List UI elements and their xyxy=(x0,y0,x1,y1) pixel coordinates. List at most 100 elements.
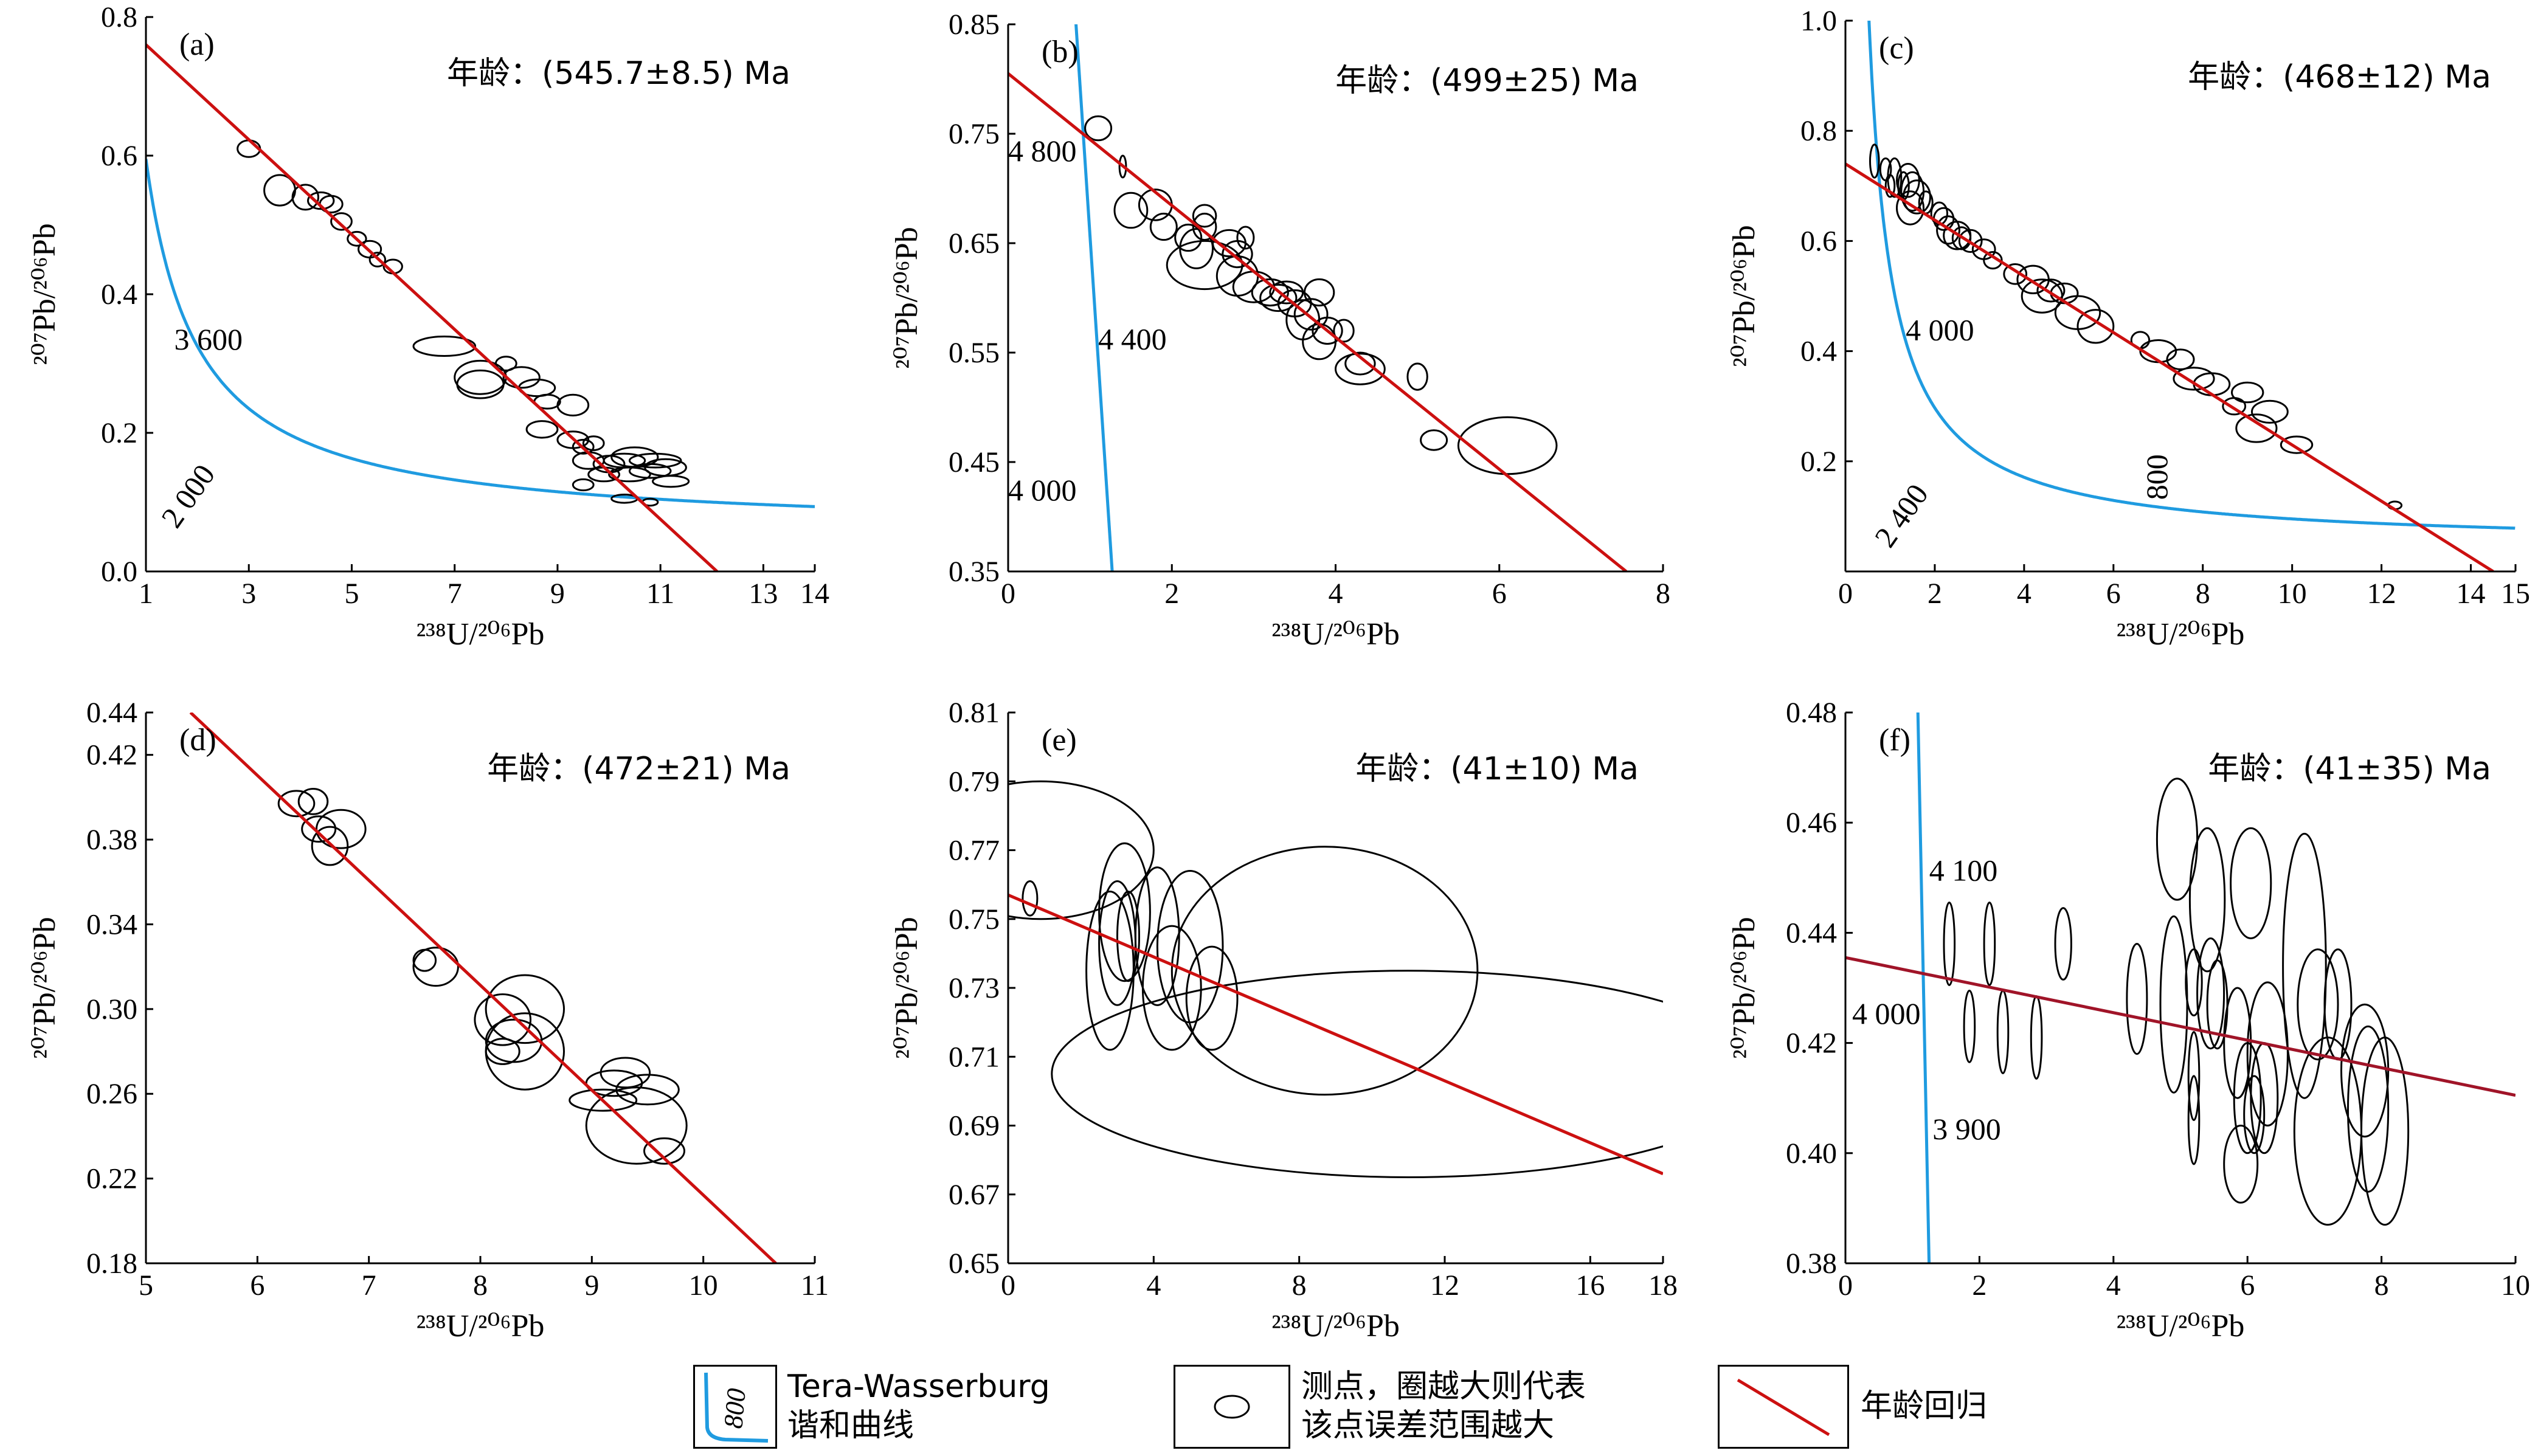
x-axis-title: ²³⁸U/²⁰⁶Pb xyxy=(417,617,545,652)
y-tick-label: 0.48 xyxy=(1786,697,1837,729)
concordia-age-label: 4 000 xyxy=(1906,312,1974,347)
data-point-ellipse xyxy=(556,393,590,417)
data-point-ellipse xyxy=(2076,309,2115,344)
data-point-ellipse xyxy=(1008,780,1155,920)
x-axis-title: ²³⁸U/²⁰⁶Pb xyxy=(2117,617,2245,652)
x-tick-label: 12 xyxy=(1430,1269,1459,1302)
concordia-age-label: 3 900 xyxy=(1932,1112,2001,1146)
concordia-age-label: 4 000 xyxy=(1008,473,1077,507)
data-point-ellipse xyxy=(1335,353,1386,385)
x-tick-label: 8 xyxy=(473,1269,488,1302)
x-tick-label: 6 xyxy=(1492,578,1507,610)
chart-panel-e: 0 4 8 12 16 18 0.65 0.67 0.69 0.71 0.73 0.75 0.77 0.7… xyxy=(890,697,1678,1344)
x-tick-label: 0 xyxy=(1001,578,1015,610)
plot-area xyxy=(1008,24,1627,571)
x-tick-label: 14 xyxy=(2457,578,2486,610)
data-point-ellipse xyxy=(454,359,507,395)
regression-line xyxy=(146,43,718,571)
y-tick-label: 0.42 xyxy=(1786,1027,1837,1060)
data-point-ellipse xyxy=(1958,229,1983,253)
chart-panel-f: 0 2 4 6 8 10 0.38 0.40 0.42 0.44 0.46 0.48 ²³⁸U/²⁰⁶P… xyxy=(1727,697,2530,1344)
data-point-ellipse xyxy=(494,356,517,371)
x-tick-label: 8 xyxy=(2374,1269,2389,1302)
x-tick-label: 14 xyxy=(800,578,829,610)
data-point-ellipse xyxy=(628,452,682,469)
y-tick-label: 0.75 xyxy=(949,118,1000,150)
data-point-ellipse xyxy=(2223,987,2252,1099)
y-tick-label: 0.69 xyxy=(949,1110,1000,1142)
data-point-ellipse xyxy=(1051,970,1663,1178)
concordia-curve xyxy=(146,159,815,508)
x-tick-label: 7 xyxy=(362,1269,376,1302)
chart-panel-a: 1 3 5 7 9 11 13 140.00.20.40.60.8²³⁸U/²⁰⁶Pb²⁰⁷P… xyxy=(27,1,829,652)
data-point-ellipse xyxy=(582,435,605,451)
plot-area xyxy=(1845,21,2516,571)
legend-regression-label: 年龄回归 xyxy=(1861,1388,1988,1424)
x-tick-label: 6 xyxy=(2240,1269,2255,1302)
panel-label: (b) xyxy=(1042,35,1079,69)
legend-points-label-2: 该点误差范围越大 xyxy=(1301,1407,1555,1444)
concordia-age-label: 800 xyxy=(2140,454,2174,500)
data-point-ellipse xyxy=(1179,228,1214,269)
data-point-ellipse xyxy=(2187,1075,2201,1165)
x-tick-label: 2 xyxy=(1928,578,1942,610)
data-point-ellipse xyxy=(2235,413,2278,443)
y-tick-label: 0.40 xyxy=(1786,1137,1837,1170)
regression-line xyxy=(189,712,777,1263)
panel-label: (d) xyxy=(179,723,216,757)
data-point-ellipse xyxy=(412,948,437,972)
data-point-ellipse xyxy=(1996,990,2010,1074)
data-point-ellipse xyxy=(587,466,620,483)
data-point-ellipse xyxy=(2222,397,2247,416)
data-point-ellipse xyxy=(412,947,459,987)
data-point-ellipse xyxy=(311,826,349,866)
y-tick-label: 0.45 xyxy=(949,446,1000,478)
x-tick-label: 9 xyxy=(584,1269,599,1302)
y-axis-title: ²⁰⁷Pb/²⁰⁶Pb xyxy=(890,917,924,1058)
data-point-ellipse xyxy=(2054,907,2072,981)
legend-concordia-sample-label: 800 xyxy=(718,1387,752,1430)
data-point-ellipse xyxy=(1166,240,1243,291)
y-tick-label: 0.26 xyxy=(86,1078,137,1110)
data-point-ellipse xyxy=(1406,362,1428,391)
data-point-ellipse xyxy=(1963,990,1976,1063)
y-tick-label: 0.2 xyxy=(101,417,137,449)
x-tick-label: 4 xyxy=(2106,1269,2121,1302)
data-point-ellipse xyxy=(2126,943,2148,1055)
legend-regression-icon xyxy=(1737,1378,1830,1437)
legend-points-sample-box xyxy=(1174,1365,1290,1449)
data-point-ellipse xyxy=(368,252,386,267)
data-point-ellipse xyxy=(502,366,541,389)
y-tick-label: 0.38 xyxy=(1786,1247,1837,1280)
data-point-ellipse xyxy=(1170,846,1479,1096)
data-point-ellipse xyxy=(628,463,672,479)
regression-line xyxy=(1008,893,1663,1176)
data-point-ellipse xyxy=(2243,1075,2266,1154)
y-tick-label: 0.81 xyxy=(949,697,1000,729)
data-point-ellipse xyxy=(1259,283,1298,312)
x-tick-label: 10 xyxy=(2501,1269,2530,1302)
legend-concordia-sample-box: 800 xyxy=(693,1365,777,1449)
x-tick-label: 1 xyxy=(139,578,153,610)
data-point-ellipse xyxy=(2223,1125,2259,1204)
x-tick-label: 5 xyxy=(139,1269,153,1302)
data-point-ellipse xyxy=(2187,1031,2201,1121)
data-point-ellipse xyxy=(2196,937,2225,1050)
y-tick-label: 0.35 xyxy=(949,556,1000,588)
y-axis-title: ²⁰⁷Pb/²⁰⁶Pb xyxy=(27,223,62,365)
y-tick-label: 0.6 xyxy=(1800,225,1837,257)
x-tick-label: 0 xyxy=(1838,578,1853,610)
data-point-ellipse xyxy=(1903,179,1931,215)
chart-panel-d: 5 6 7 8 9 10 11 0.18 0.22 0.26 0.30 0.34 0.38 0.42 0.4… xyxy=(27,697,829,1344)
y-tick-label: 0.44 xyxy=(1786,917,1837,949)
data-point-ellipse xyxy=(1457,416,1558,475)
age-label: 年龄：(472±21) Ma xyxy=(487,751,790,787)
y-tick-label: 0.67 xyxy=(949,1179,1000,1211)
y-tick-label: 0.44 xyxy=(86,697,137,729)
x-tick-label: 18 xyxy=(1648,1269,1678,1302)
y-tick-label: 0.73 xyxy=(949,972,1000,1004)
y-axis-title: ²⁰⁷Pb/²⁰⁶Pb xyxy=(27,917,62,1058)
y-tick-label: 0.75 xyxy=(949,903,1000,936)
data-point-ellipse xyxy=(2251,399,2289,424)
